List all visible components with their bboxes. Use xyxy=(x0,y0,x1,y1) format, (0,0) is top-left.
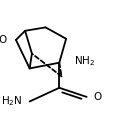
Text: NH$_2$: NH$_2$ xyxy=(73,55,94,69)
Text: H$_2$N: H$_2$N xyxy=(1,95,23,108)
Text: O: O xyxy=(0,35,7,45)
Text: O: O xyxy=(93,92,101,102)
